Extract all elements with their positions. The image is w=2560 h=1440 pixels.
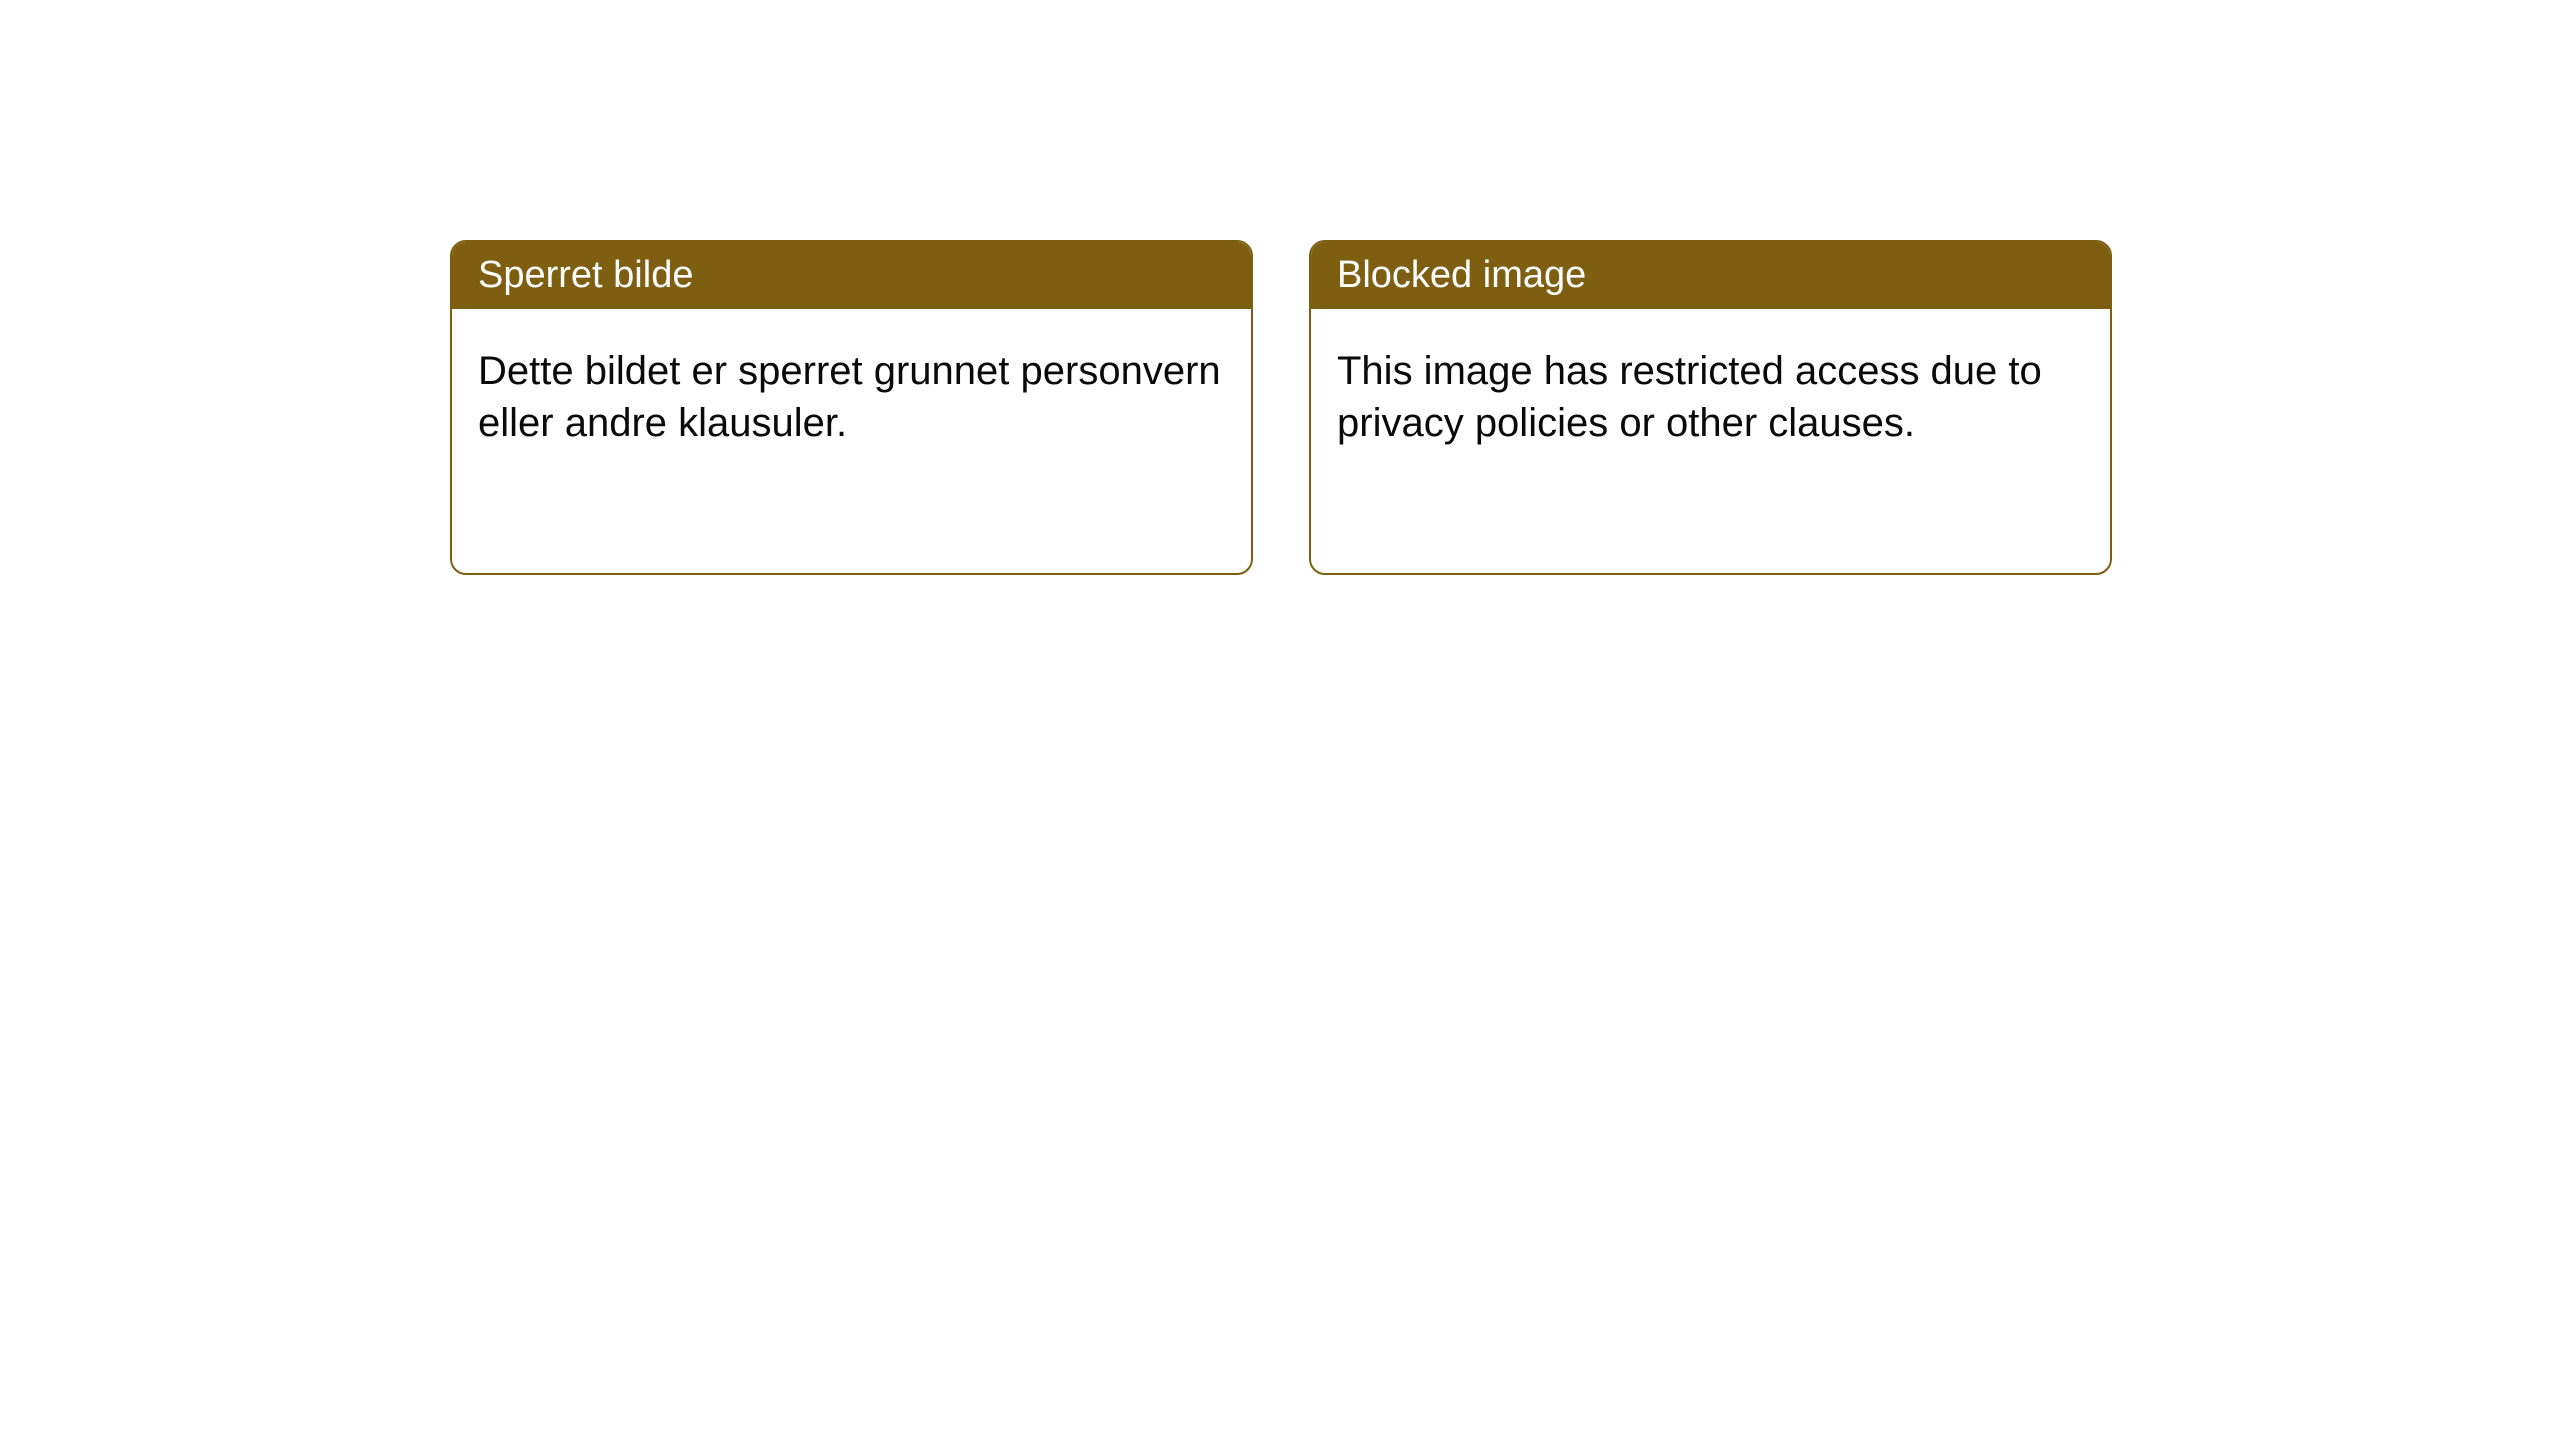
cards-container: Sperret bilde Dette bildet er sperret gr… — [450, 240, 2112, 575]
card-body: Dette bildet er sperret grunnet personve… — [452, 309, 1251, 485]
card-body: This image has restricted access due to … — [1311, 309, 2110, 485]
card-header: Blocked image — [1311, 242, 2110, 309]
card-blocked-en: Blocked image This image has restricted … — [1309, 240, 2112, 575]
card-blocked-no: Sperret bilde Dette bildet er sperret gr… — [450, 240, 1253, 575]
card-header: Sperret bilde — [452, 242, 1251, 309]
